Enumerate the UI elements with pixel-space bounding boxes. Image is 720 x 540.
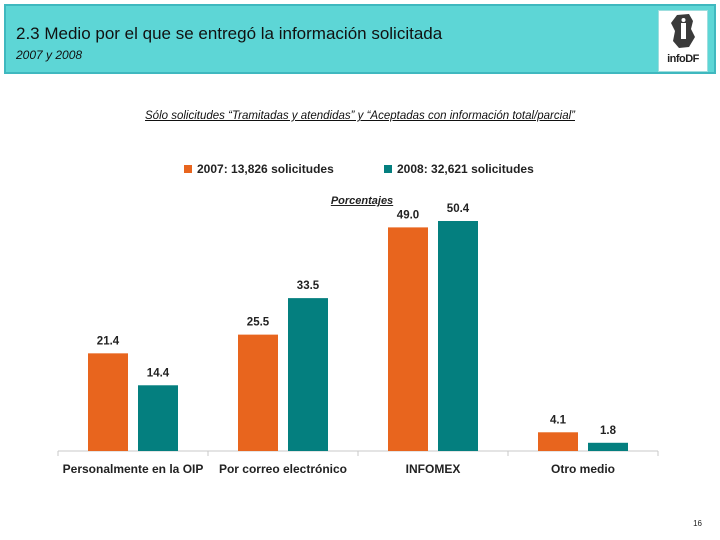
logo-text: infoDF <box>667 53 699 65</box>
data-label: 33.5 <box>297 280 320 292</box>
bar-2008 <box>438 220 478 451</box>
data-label: 21.4 <box>97 335 120 347</box>
legend-label-2007: 2007: 13,826 solicitudes <box>197 162 334 176</box>
page-title: 2.3 Medio por el que se entregó la infor… <box>16 24 443 43</box>
data-label: 1.8 <box>600 425 617 437</box>
bar-2008 <box>138 385 178 451</box>
data-label: 49.0 <box>397 209 419 221</box>
bar-2007 <box>238 334 278 451</box>
data-label: 25.5 <box>247 317 270 329</box>
bar-2008 <box>288 298 328 451</box>
bar-2007 <box>388 227 428 451</box>
data-label: 14.4 <box>147 367 170 379</box>
legend-swatch-2008 <box>384 165 392 173</box>
x-tick-label: Otro medio <box>551 462 615 476</box>
x-tick-label: Personalmente en la OIP <box>63 462 204 476</box>
legend-item-2007: 2007: 13,826 solicitudes <box>184 162 334 176</box>
x-tick-label: INFOMEX <box>406 462 461 476</box>
bar-2008 <box>588 442 628 451</box>
data-label: 4.1 <box>550 414 567 426</box>
legend-item-2008: 2008: 32,621 solicitudes <box>384 162 534 176</box>
page-number: 16 <box>693 519 702 528</box>
filter-note: Sólo solicitudes “Tramitadas y atendidas… <box>145 110 575 122</box>
city-map-icon <box>671 14 695 48</box>
data-label: 50.4 <box>447 203 470 215</box>
page-subtitle: 2007 y 2008 <box>16 48 83 62</box>
bar-2007 <box>538 432 578 451</box>
bar-2007 <box>88 353 128 451</box>
legend-label-2008: 2008: 32,621 solicitudes <box>397 162 534 176</box>
header-banner: 2.3 Medio por el que se entregó la infor… <box>4 4 716 74</box>
chart-title: Porcentajes <box>330 195 394 207</box>
legend-swatch-2007 <box>184 165 192 173</box>
x-tick-label: Por correo electrónico <box>219 462 347 476</box>
infodf-logo: infoDF <box>658 10 708 72</box>
